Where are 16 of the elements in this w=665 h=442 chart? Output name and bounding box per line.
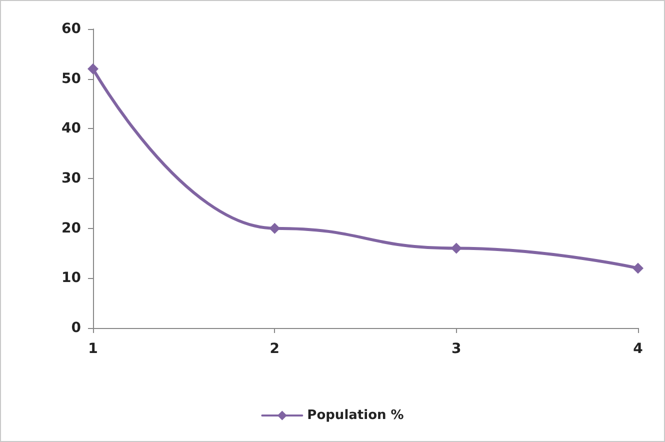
x-tick-label: 3 <box>451 341 462 357</box>
y-tick-label: 20 <box>62 220 82 236</box>
y-tick-label: 30 <box>62 170 82 186</box>
y-tick-label: 60 <box>62 21 82 37</box>
y-tick-label: 40 <box>62 120 82 137</box>
legend-label: Population % <box>307 408 404 423</box>
y-tick-label: 0 <box>71 320 82 336</box>
x-tick-label: 1 <box>88 341 98 357</box>
point <box>632 262 644 274</box>
point <box>450 242 462 254</box>
point <box>269 222 280 234</box>
x-tick-label: 2 <box>270 341 280 357</box>
x-tick-label: 4 <box>633 341 644 357</box>
y-tick-label: 50 <box>62 70 82 87</box>
point <box>88 63 98 74</box>
y-tick-label: 10 <box>62 270 82 286</box>
